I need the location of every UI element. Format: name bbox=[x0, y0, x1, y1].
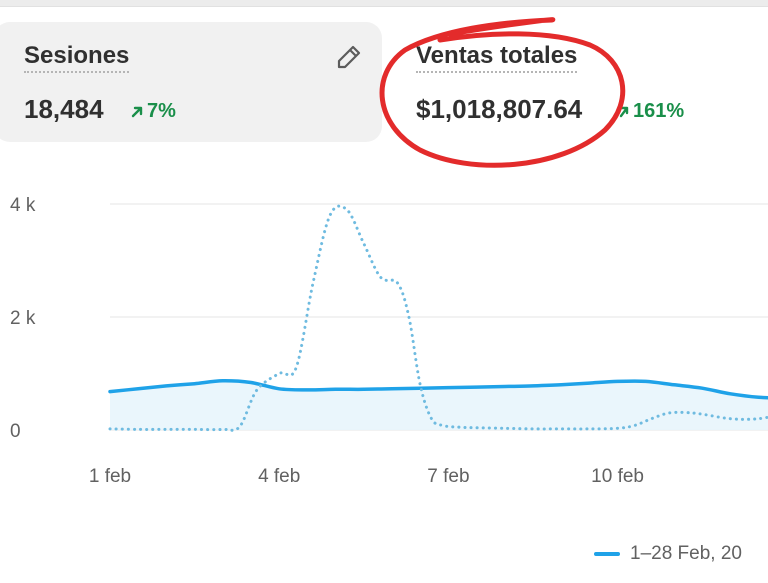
arrow-up-right-icon bbox=[131, 106, 143, 117]
comparison-period-line bbox=[108, 204, 768, 432]
sessions-change-value: 7% bbox=[147, 100, 176, 122]
x-tick-label: 7 feb bbox=[427, 466, 469, 487]
chart-series bbox=[108, 204, 768, 432]
current-period-line bbox=[108, 379, 768, 400]
x-tick-label: 1 feb bbox=[89, 466, 131, 487]
metric-card-sessions[interactable]: Sesiones 18,484 7% bbox=[0, 22, 382, 142]
x-tick-label: 10 feb bbox=[591, 466, 644, 487]
legend-swatch bbox=[594, 552, 620, 556]
x-tick-label: 4 feb bbox=[258, 466, 300, 487]
sessions-label[interactable]: Sesiones bbox=[24, 42, 130, 73]
legend-label: 1–28 Feb, 20 bbox=[630, 543, 742, 564]
total-sales-change-value: 161% bbox=[633, 100, 685, 122]
sessions-value: 18,484 bbox=[24, 94, 104, 124]
series-area bbox=[110, 380, 768, 430]
y-tick-label: 2 k bbox=[10, 308, 36, 329]
total-sales-change: 161% bbox=[616, 100, 684, 123]
arrow-up-right-icon bbox=[619, 106, 629, 117]
y-tick-label: 4 k bbox=[10, 195, 36, 216]
sessions-change: 7% bbox=[130, 100, 176, 123]
top-border bbox=[0, 0, 768, 7]
total-sales-label[interactable]: Ventas totales bbox=[416, 42, 578, 73]
total-sales-value: $1,018,807.64 bbox=[416, 94, 583, 124]
y-tick-label: 0 bbox=[10, 421, 21, 442]
metric-card-total-sales[interactable]: Ventas totales $1,018,807.64 161% bbox=[394, 22, 768, 142]
chart-legend[interactable]: 1–28 Feb, 20 bbox=[594, 543, 742, 565]
y-axis: 4 k 2 k 0 bbox=[10, 195, 36, 442]
pencil-icon[interactable] bbox=[334, 42, 364, 72]
